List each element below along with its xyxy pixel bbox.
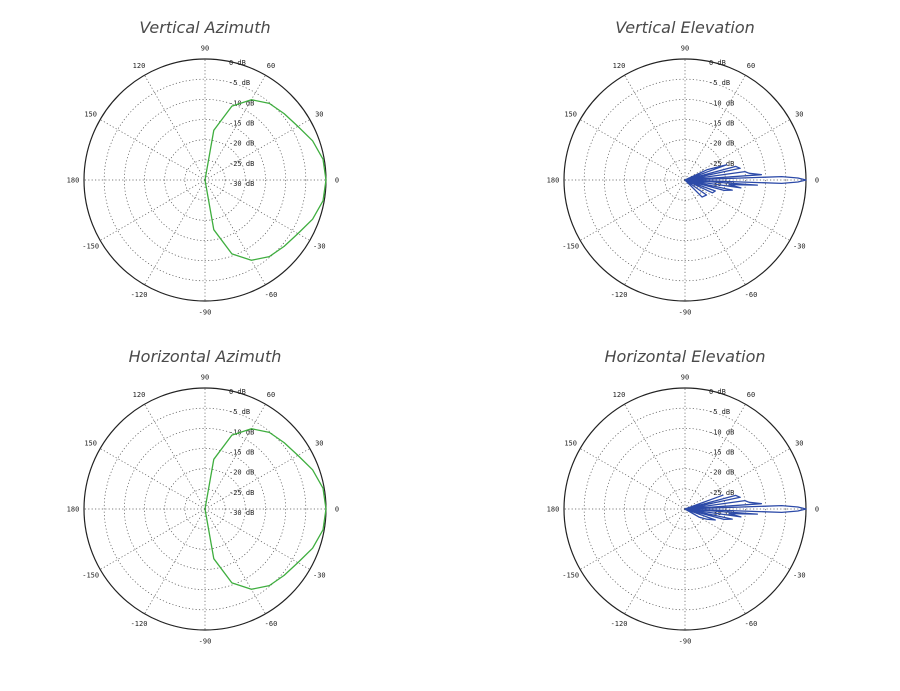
radial-tick-label: -20 dB <box>229 140 254 148</box>
grid-spoke <box>100 180 205 241</box>
angle-tick-label: -120 <box>611 620 628 628</box>
angle-tick-label: 180 <box>547 177 560 185</box>
radial-tick-label: -5 dB <box>709 408 730 416</box>
chart-panel-vertical-elevation: Vertical Elevation 0 30 60 90 120 150 180 -150 -… <box>535 18 835 348</box>
angle-tick-label: 90 <box>681 374 689 382</box>
grid-spoke <box>685 180 746 285</box>
angle-tick-label: -30 <box>313 243 326 251</box>
angle-tick-label: -150 <box>82 243 99 251</box>
radial-tick-label: -5 dB <box>709 79 730 87</box>
angle-tick-label: -30 <box>313 572 326 580</box>
grid-spoke <box>205 509 266 614</box>
angle-tick-label: 180 <box>547 506 560 514</box>
angle-tick-label: -150 <box>562 572 579 580</box>
angle-tick-label: 60 <box>267 391 275 399</box>
angle-tick-label: 90 <box>201 374 209 382</box>
angle-tick-label: -60 <box>265 620 278 628</box>
angle-tick-label: 30 <box>315 440 323 448</box>
grid-spoke <box>145 404 206 509</box>
grid-spoke <box>580 509 685 570</box>
angle-tick-label: 90 <box>681 45 689 53</box>
radial-tick-label: 0 dB <box>229 388 246 396</box>
radial-tick-label: -20 dB <box>709 140 734 148</box>
angle-tick-label: 0 <box>815 506 819 514</box>
angle-tick-label: 90 <box>201 45 209 53</box>
chart-title: Horizontal Azimuth <box>55 347 355 366</box>
angle-tick-label: 150 <box>564 440 577 448</box>
angle-tick-label: 180 <box>67 177 80 185</box>
angle-tick-label: -90 <box>199 309 212 317</box>
radial-tick-label: -15 dB <box>229 449 254 457</box>
chart-title: Horizontal Elevation <box>535 347 835 366</box>
angle-tick-label: -150 <box>82 572 99 580</box>
radial-tick-label: -30 dB <box>229 180 254 188</box>
angle-tick-label: -90 <box>199 638 212 646</box>
radial-tick-label: -20 dB <box>709 469 734 477</box>
grid-spoke <box>145 75 206 180</box>
polar-chart: 0 30 60 90 120 150 180 -150 -120 -90 -60 -30 0 dB -5 … <box>535 377 835 677</box>
angle-tick-label: -90 <box>679 309 692 317</box>
angle-tick-label: 60 <box>747 391 755 399</box>
radial-tick-label: -30 dB <box>229 509 254 517</box>
radial-tick-label: -15 dB <box>709 449 734 457</box>
angle-tick-label: -60 <box>265 291 278 299</box>
angle-tick-label: 120 <box>133 391 146 399</box>
angle-tick-label: -60 <box>745 291 758 299</box>
radial-tick-label: -10 dB <box>709 99 734 107</box>
angle-tick-label: -90 <box>679 638 692 646</box>
grid-spoke <box>205 180 266 285</box>
radial-tick-label: -5 dB <box>229 79 250 87</box>
angle-tick-label: 0 <box>335 506 339 514</box>
chart-title: Vertical Azimuth <box>55 18 355 37</box>
grid-spoke <box>100 509 205 570</box>
grid-spoke <box>685 509 746 614</box>
angle-tick-label: 180 <box>67 506 80 514</box>
angle-tick-label: 150 <box>84 111 97 119</box>
angle-tick-label: -120 <box>131 291 148 299</box>
chart-panel-horizontal-elevation: Horizontal Elevation 0 30 60 90 120 150 180 -15… <box>535 347 835 677</box>
radial-tick-label: 0 dB <box>709 59 726 67</box>
angle-tick-label: -30 <box>793 243 806 251</box>
chart-panel-vertical-azimuth: Vertical Azimuth 0 30 60 90 120 150 180 -150 -12… <box>55 18 355 348</box>
chart-panel-horizontal-azimuth: Horizontal Azimuth 0 30 60 90 120 150 180 -150 -… <box>55 347 355 677</box>
radial-tick-label: -20 dB <box>229 469 254 477</box>
angle-tick-label: 30 <box>795 111 803 119</box>
radial-tick-label: -5 dB <box>229 408 250 416</box>
angle-tick-label: 120 <box>613 391 626 399</box>
angle-tick-label: 0 <box>335 177 339 185</box>
angle-tick-label: 60 <box>747 62 755 70</box>
radial-tick-label: -10 dB <box>709 428 734 436</box>
polar-chart: 0 30 60 90 120 150 180 -150 -120 -90 -60 -30 0 dB -5 … <box>55 48 355 348</box>
angle-tick-label: 60 <box>267 62 275 70</box>
angle-tick-label: 120 <box>613 62 626 70</box>
grid-spoke <box>625 75 686 180</box>
angle-tick-label: 0 <box>815 177 819 185</box>
angle-tick-label: 30 <box>315 111 323 119</box>
angle-tick-label: -30 <box>793 572 806 580</box>
polar-chart: 0 30 60 90 120 150 180 -150 -120 -90 -60 -30 0 dB -5 … <box>535 48 835 348</box>
angle-tick-label: 30 <box>795 440 803 448</box>
angle-tick-label: -120 <box>131 620 148 628</box>
radial-tick-label: -15 dB <box>229 120 254 128</box>
angle-tick-label: 120 <box>133 62 146 70</box>
radial-tick-label: -25 dB <box>229 160 254 168</box>
radial-tick-label: -25 dB <box>229 489 254 497</box>
radial-tick-label: 0 dB <box>229 59 246 67</box>
angle-tick-label: -60 <box>745 620 758 628</box>
grid-spoke <box>580 180 685 241</box>
angle-tick-label: -120 <box>611 291 628 299</box>
chart-title: Vertical Elevation <box>535 18 835 37</box>
angle-tick-label: 150 <box>84 440 97 448</box>
angle-tick-label: -150 <box>562 243 579 251</box>
polar-chart: 0 30 60 90 120 150 180 -150 -120 -90 -60 -30 0 dB -5 … <box>55 377 355 677</box>
radial-tick-label: 0 dB <box>709 388 726 396</box>
grid-spoke <box>625 404 686 509</box>
radial-tick-label: -15 dB <box>709 120 734 128</box>
angle-tick-label: 150 <box>564 111 577 119</box>
